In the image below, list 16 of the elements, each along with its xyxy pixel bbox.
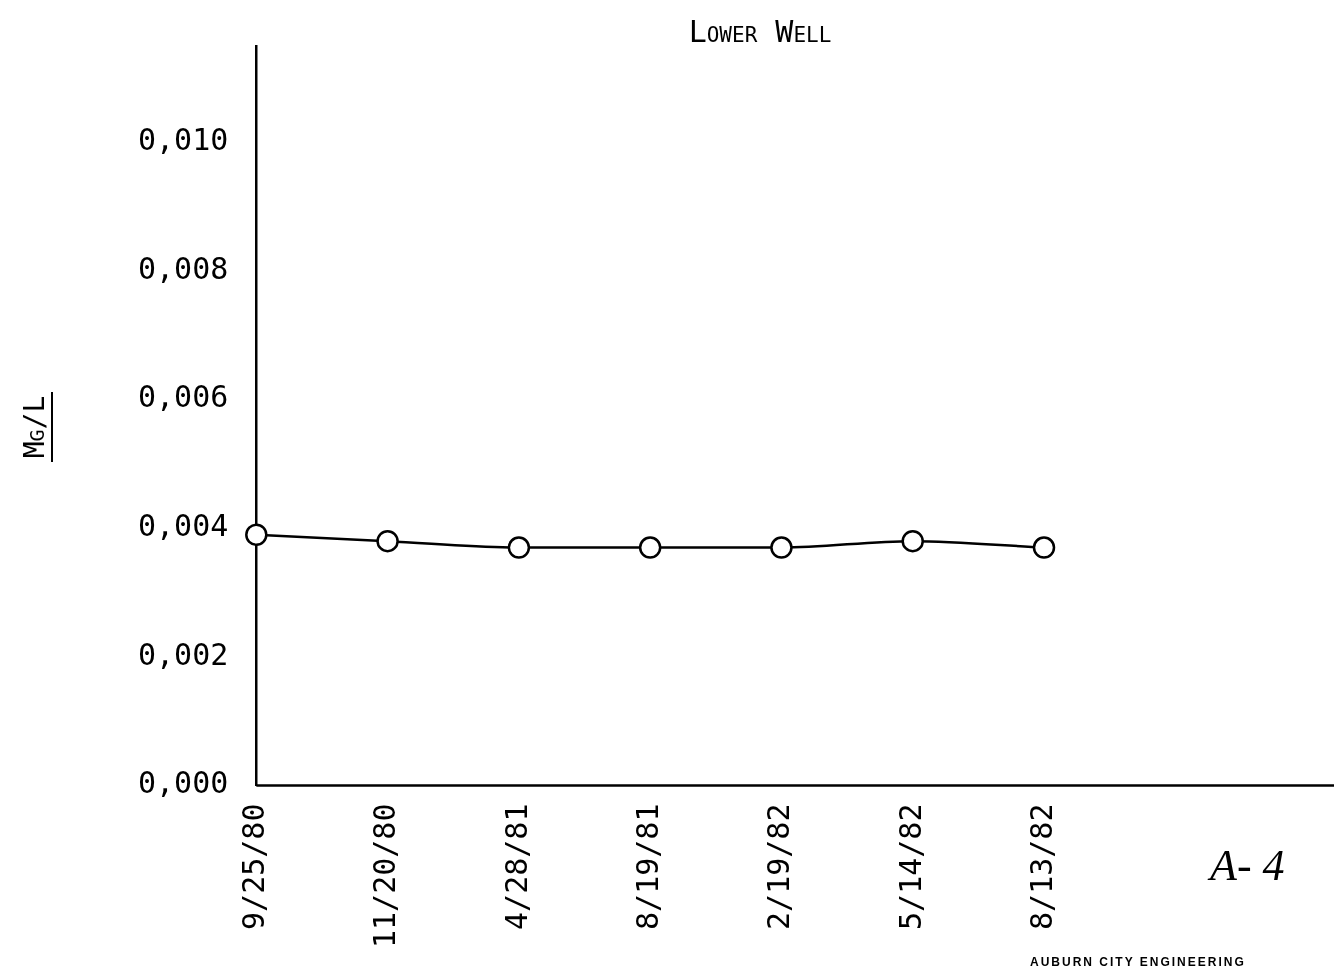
y-tick-label: 0,002 xyxy=(138,636,229,672)
x-tick-label: 9/25/80 xyxy=(236,803,272,930)
chart-title: Lower Well xyxy=(687,14,833,49)
y-tick-label: 0,008 xyxy=(138,250,229,286)
x-tick-label: 5/14/82 xyxy=(892,803,928,930)
x-tick-label: 4/28/81 xyxy=(498,803,534,930)
y-axis-title: Mg/L xyxy=(18,392,53,462)
y-tick-label: 0,000 xyxy=(138,765,229,801)
x-tick-label: 8/13/82 xyxy=(1023,803,1059,930)
x-tick-label: 11/20/80 xyxy=(367,803,403,949)
y-tick-label: 0,004 xyxy=(138,508,229,544)
x-tick-label: 8/19/81 xyxy=(629,803,665,930)
text: AUBURN CITY ENGINEERING xyxy=(1030,955,1246,969)
y-tick-label: 0,010 xyxy=(138,122,229,158)
y-tick-label: 0,006 xyxy=(138,379,229,415)
x-tick-label: 2/19/82 xyxy=(761,803,797,930)
